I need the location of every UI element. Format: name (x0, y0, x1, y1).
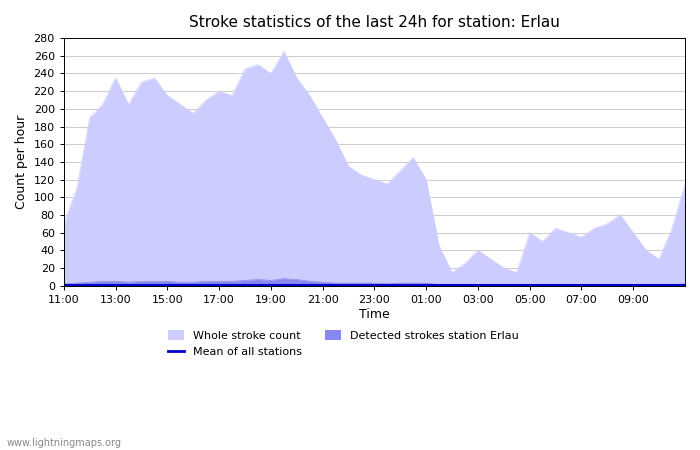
Text: www.lightningmaps.org: www.lightningmaps.org (7, 438, 122, 448)
Y-axis label: Count per hour: Count per hour (15, 115, 28, 209)
Title: Stroke statistics of the last 24h for station: Erlau: Stroke statistics of the last 24h for st… (189, 15, 560, 30)
X-axis label: Time: Time (359, 307, 390, 320)
Legend: Whole stroke count, Mean of all stations, Detected strokes station Erlau: Whole stroke count, Mean of all stations… (163, 326, 524, 362)
